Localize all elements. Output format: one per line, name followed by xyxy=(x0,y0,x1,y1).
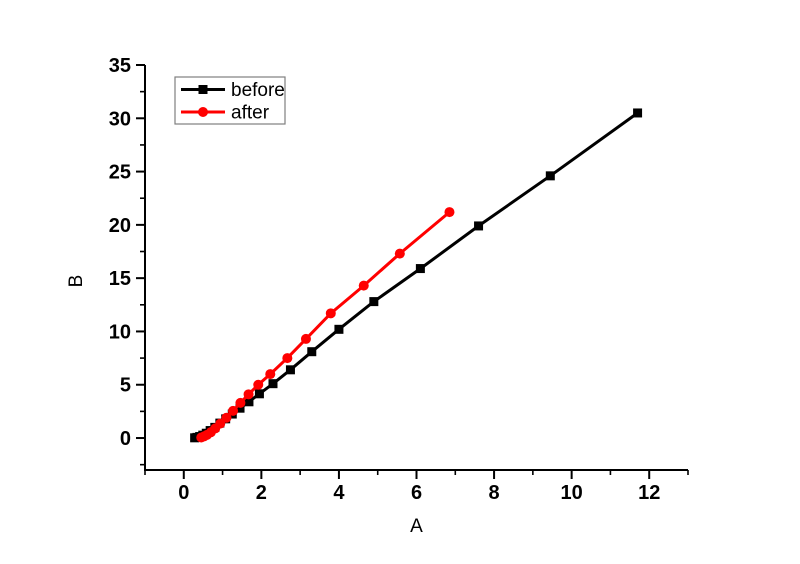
y-axis-title: B xyxy=(66,275,87,288)
x-tick-label: 4 xyxy=(333,482,345,504)
series-after-marker xyxy=(253,379,264,390)
x-tick-label: 10 xyxy=(561,482,583,504)
series-after-marker xyxy=(265,369,276,380)
y-tick-label: 10 xyxy=(109,321,131,343)
series-before-marker xyxy=(545,171,555,181)
series-after-marker xyxy=(282,353,293,364)
x-tick-label: 12 xyxy=(638,482,660,504)
series-after-marker xyxy=(358,280,369,291)
x-tick-label: 8 xyxy=(489,482,500,504)
legend-circle-marker-icon xyxy=(198,107,208,117)
y-tick-label: 5 xyxy=(120,375,131,397)
series-before-marker xyxy=(415,264,425,274)
x-axis-title: A xyxy=(410,516,423,537)
series-before-marker xyxy=(285,365,295,375)
series-after-marker xyxy=(243,389,254,400)
series-before-line xyxy=(194,111,639,440)
series-after-marker xyxy=(221,412,232,423)
series-after-marker xyxy=(444,207,455,218)
series-before-marker xyxy=(235,403,245,413)
legend-label-after: after xyxy=(231,103,270,124)
y-tick-label: 0 xyxy=(120,428,131,450)
series-after-marker xyxy=(215,418,226,429)
y-tick-label: 20 xyxy=(109,215,131,237)
x-tick-label: 6 xyxy=(411,482,422,504)
series-before-marker xyxy=(244,397,254,407)
series-before-marker xyxy=(369,297,379,307)
legend-box xyxy=(174,76,286,125)
series-before-marker xyxy=(254,389,264,399)
series-before-marker xyxy=(633,108,643,118)
series-after-marker xyxy=(394,248,405,259)
series-after-marker xyxy=(228,405,239,416)
series-before-marker xyxy=(268,379,278,389)
x-tick-label: 0 xyxy=(178,482,189,504)
y-tick-label: 35 xyxy=(109,55,131,77)
series-before-marker xyxy=(307,347,317,357)
y-tick-label: 30 xyxy=(109,108,131,130)
legend-label-before: before xyxy=(231,80,285,101)
series-before-marker xyxy=(474,221,484,231)
series-after-marker xyxy=(300,333,311,344)
series-before-marker xyxy=(334,324,344,334)
legend-square-marker-icon xyxy=(198,85,208,94)
y-tick-label: 25 xyxy=(109,162,131,184)
series-after-marker xyxy=(235,397,246,408)
series-after-marker xyxy=(325,308,336,319)
x-tick-label: 2 xyxy=(256,482,267,504)
y-tick-label: 15 xyxy=(109,268,131,290)
